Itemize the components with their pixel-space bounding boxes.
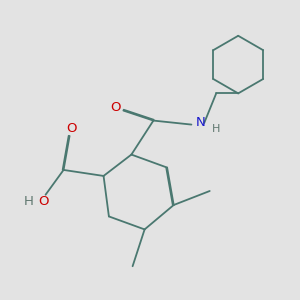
Text: O: O [38,195,49,208]
Text: H: H [212,124,220,134]
Text: N: N [195,116,205,129]
Text: H: H [24,195,34,208]
Text: O: O [66,122,77,135]
Text: O: O [110,101,121,114]
